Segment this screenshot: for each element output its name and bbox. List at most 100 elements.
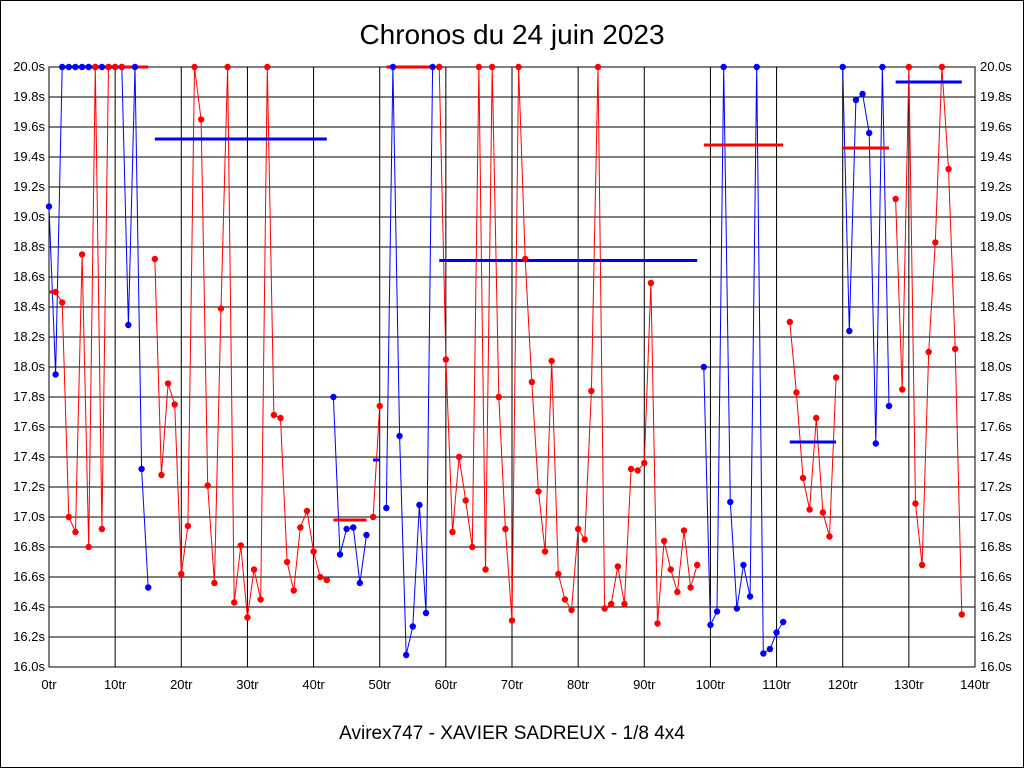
x-tick-label: 60tr: [435, 677, 458, 692]
y-tick-label-left: 20.0s: [13, 59, 45, 74]
data-point-blue: [885, 402, 893, 410]
y-tick-label-right: 19.6s: [980, 119, 1012, 134]
data-point-red: [303, 507, 311, 515]
data-point-red: [799, 474, 807, 482]
data-point-blue: [879, 63, 886, 71]
data-point-blue: [846, 327, 853, 335]
data-point-red: [244, 614, 251, 621]
data-point-blue: [396, 432, 403, 440]
data-point-red: [488, 63, 496, 71]
y-tick-label-right: 17.0s: [980, 509, 1012, 524]
data-point-red: [151, 255, 159, 263]
chart-footer: Avirex747 - XAVIER SADREUX - 1/8 4x4: [339, 723, 685, 744]
y-tick-label-left: 18.2s: [13, 329, 45, 344]
data-point-blue: [52, 371, 59, 378]
data-point-red: [250, 566, 258, 573]
data-point-red: [806, 506, 813, 513]
data-point-red: [680, 527, 688, 534]
data-point-red: [184, 522, 192, 530]
data-point-red: [899, 386, 906, 393]
data-point-red: [436, 63, 443, 71]
data-point-red: [819, 509, 827, 516]
data-point-blue: [343, 525, 350, 533]
data-point-blue: [839, 63, 846, 71]
data-point-blue: [330, 393, 337, 401]
data-point-red: [508, 617, 516, 624]
data-point-red: [621, 600, 628, 608]
data-point-blue: [713, 608, 721, 615]
data-point-red: [59, 299, 66, 306]
data-point-blue: [131, 63, 139, 71]
data-point-blue: [85, 63, 92, 71]
data-point-red: [647, 279, 655, 287]
data-point-red: [634, 467, 641, 474]
y-tick-label-right: 16.8s: [980, 539, 1012, 554]
data-point-red: [217, 305, 225, 312]
y-tick-label-left: 16.4s: [13, 599, 45, 614]
data-point-blue: [138, 465, 145, 473]
y-tick-label-left: 19.4s: [13, 149, 45, 164]
y-tick-label-right: 18.6s: [980, 269, 1012, 284]
data-point-red: [78, 251, 86, 258]
data-point-red: [561, 596, 569, 603]
chart-title: Chronos du 24 juin 2023: [359, 19, 665, 50]
data-point-red: [105, 63, 112, 71]
y-tick-label-left: 18.0s: [13, 359, 45, 374]
y-tick-label-left: 17.8s: [13, 389, 45, 404]
x-tick-label: 110tr: [762, 677, 791, 692]
data-point-red: [958, 611, 965, 618]
data-point-red: [264, 63, 271, 71]
data-point-red: [588, 387, 595, 395]
data-point-red: [945, 165, 952, 173]
series-line-run-red-4: [438, 66, 698, 624]
data-point-blue: [363, 531, 370, 539]
data-point-red: [92, 63, 99, 71]
data-point-red: [475, 63, 483, 71]
data-point-red: [191, 63, 198, 71]
y-tick-label-left: 19.6s: [13, 119, 45, 134]
data-point-red: [204, 482, 211, 489]
y-tick-label-left: 19.8s: [13, 89, 45, 104]
y-tick-label-right: 16.2s: [980, 629, 1012, 644]
data-point-red: [237, 542, 245, 549]
data-point-blue: [145, 584, 152, 591]
data-point-red: [951, 345, 959, 353]
data-point-red: [694, 561, 701, 569]
y-tick-label-left: 17.2s: [13, 479, 45, 494]
data-point-red: [111, 63, 119, 71]
y-tick-label-right: 17.4s: [980, 449, 1012, 464]
x-tick-label: 80tr: [567, 677, 590, 692]
y-tick-label-right: 19.0s: [980, 209, 1012, 224]
y-tick-label-left: 18.4s: [13, 299, 45, 314]
data-point-red: [601, 605, 608, 612]
data-point-blue: [336, 551, 344, 558]
data-point-blue: [727, 498, 734, 506]
data-point-red: [297, 524, 304, 531]
data-point-blue: [740, 561, 747, 569]
data-point-red: [442, 356, 450, 363]
data-point-red: [515, 63, 522, 71]
data-point-red: [376, 402, 383, 410]
series-line-run-blue-2: [332, 396, 367, 584]
data-point-red: [211, 579, 218, 587]
data-point-red: [224, 63, 231, 71]
y-tick-label-left: 16.6s: [13, 569, 45, 584]
data-point-blue: [865, 129, 873, 137]
data-point-red: [594, 63, 602, 71]
x-tick-label: 20tr: [170, 677, 193, 692]
data-point-red: [555, 570, 562, 578]
data-point-red: [641, 459, 648, 467]
data-point-red: [98, 525, 106, 533]
y-tick-label-right: 19.8s: [980, 89, 1012, 104]
data-point-blue: [700, 363, 708, 371]
data-point-red: [118, 63, 125, 71]
data-point-blue: [859, 90, 866, 98]
data-point-blue: [72, 63, 79, 71]
data-point-red: [793, 389, 800, 396]
data-point-red: [568, 606, 575, 614]
data-point-red: [270, 411, 278, 419]
data-point-blue: [125, 321, 132, 329]
y-tick-label-left: 19.0s: [13, 209, 45, 224]
data-point-red: [667, 566, 674, 573]
